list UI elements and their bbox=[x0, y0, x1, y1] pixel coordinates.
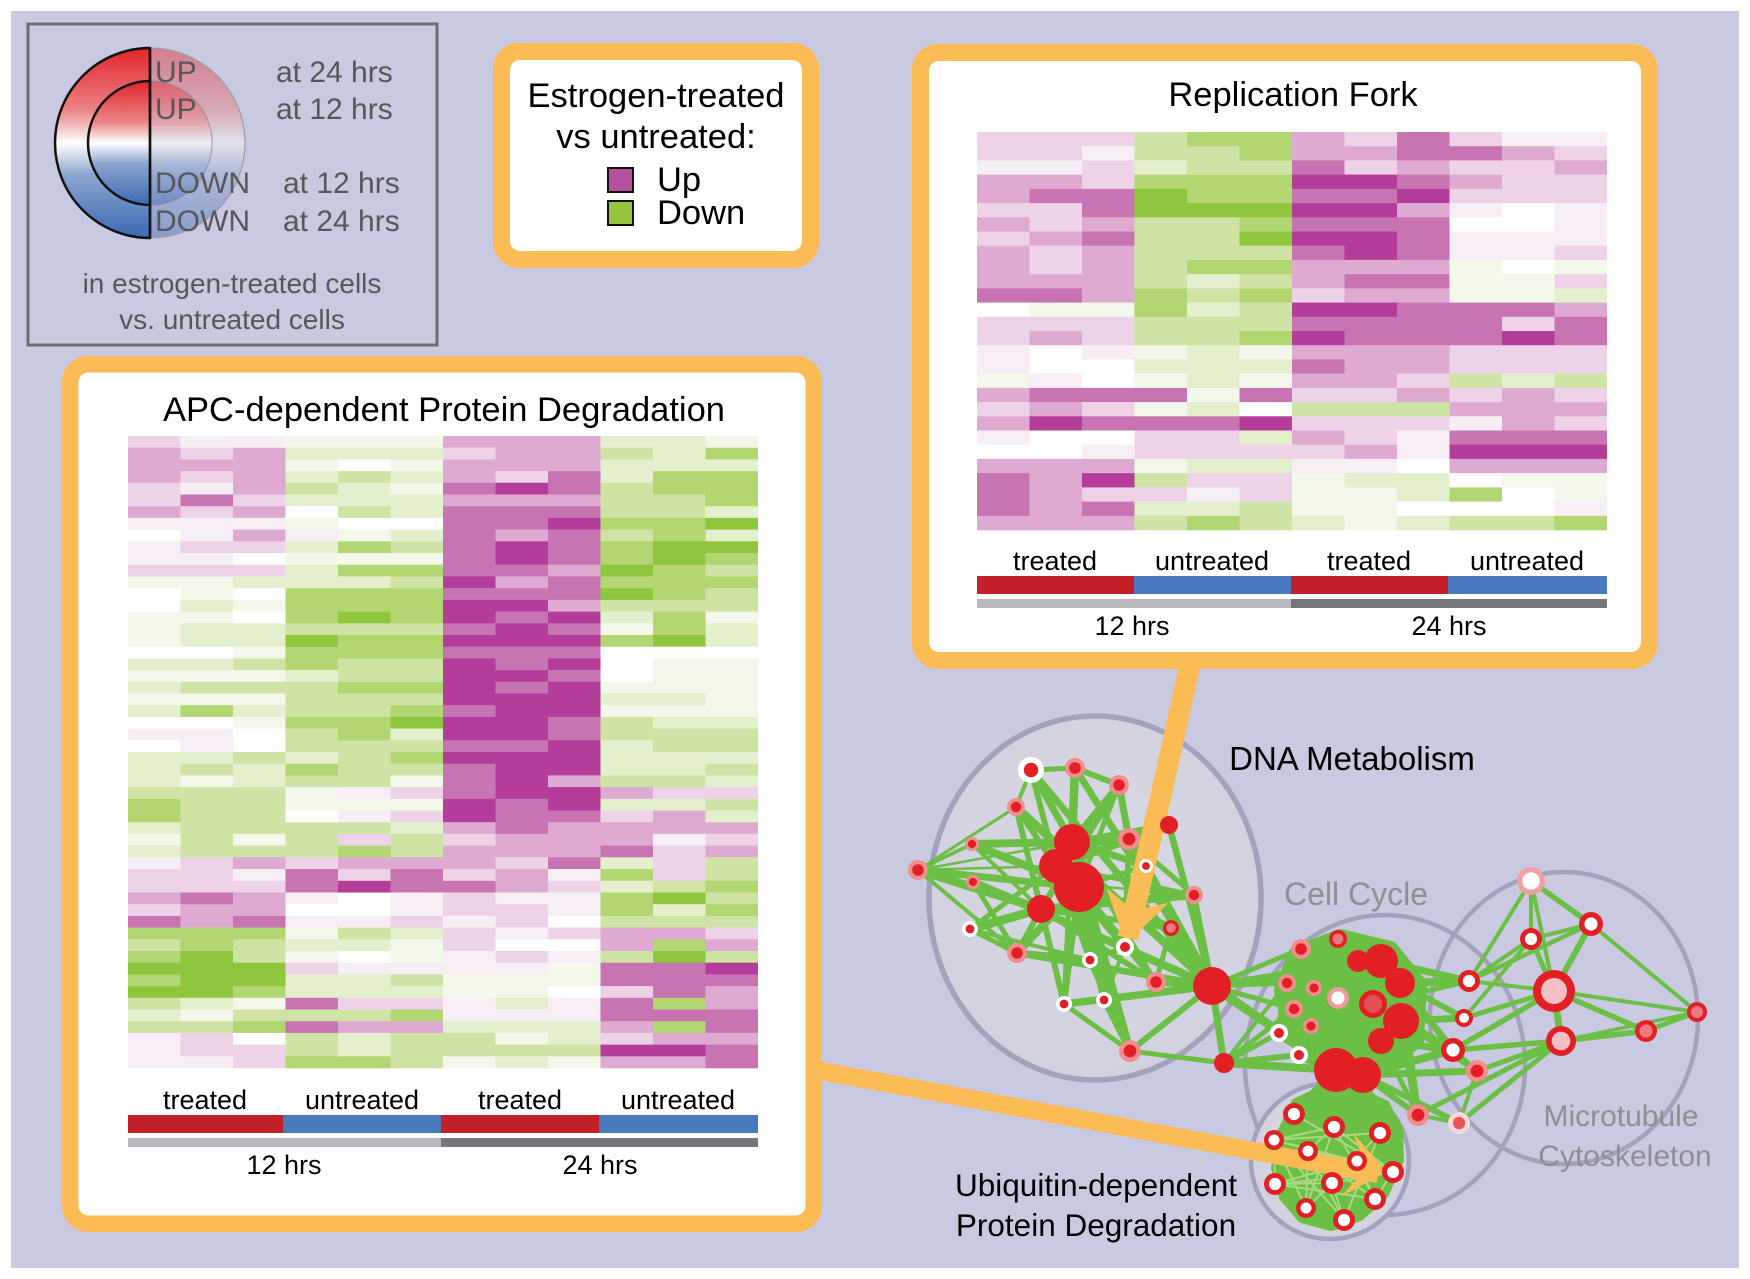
svg-text:untreated: untreated bbox=[305, 1085, 419, 1115]
svg-text:Down: Down bbox=[657, 194, 745, 232]
svg-text:DOWN: DOWN bbox=[155, 205, 250, 238]
svg-text:Estrogen-treated: Estrogen-treated bbox=[528, 77, 785, 115]
svg-text:at 12 hrs: at 12 hrs bbox=[276, 93, 393, 126]
svg-text:untreated: untreated bbox=[1470, 546, 1584, 576]
svg-text:untreated: untreated bbox=[621, 1085, 735, 1115]
svg-text:treated: treated bbox=[163, 1085, 247, 1115]
svg-text:treated: treated bbox=[1013, 546, 1097, 576]
svg-text:Cell Cycle: Cell Cycle bbox=[1284, 876, 1428, 912]
svg-text:Protein Degradation: Protein Degradation bbox=[956, 1207, 1236, 1243]
svg-text:at 24 hrs: at 24 hrs bbox=[276, 56, 393, 89]
svg-text:at 12 hrs: at 12 hrs bbox=[283, 167, 400, 200]
svg-text:Up: Up bbox=[657, 161, 701, 199]
svg-text:vs. untreated cells: vs. untreated cells bbox=[119, 304, 345, 335]
svg-text:24 hrs: 24 hrs bbox=[1411, 611, 1486, 641]
svg-text:UP: UP bbox=[155, 93, 197, 126]
svg-text:in estrogen-treated cells: in estrogen-treated cells bbox=[83, 268, 382, 299]
svg-text:Cytoskeleton: Cytoskeleton bbox=[1538, 1140, 1711, 1173]
svg-text:Replication Fork: Replication Fork bbox=[1168, 76, 1418, 114]
svg-text:DOWN: DOWN bbox=[155, 167, 250, 200]
svg-text:treated: treated bbox=[1327, 546, 1411, 576]
svg-text:at 24 hrs: at 24 hrs bbox=[283, 205, 400, 238]
svg-text:DNA Metabolism: DNA Metabolism bbox=[1229, 740, 1475, 777]
svg-text:APC-dependent Protein Degradat: APC-dependent Protein Degradation bbox=[163, 391, 725, 429]
svg-text:12 hrs: 12 hrs bbox=[246, 1150, 321, 1180]
svg-text:24 hrs: 24 hrs bbox=[562, 1150, 637, 1180]
svg-text:12 hrs: 12 hrs bbox=[1094, 611, 1169, 641]
svg-text:Microtubule: Microtubule bbox=[1543, 1100, 1698, 1133]
svg-text:treated: treated bbox=[478, 1085, 562, 1115]
svg-text:vs untreated:: vs untreated: bbox=[556, 118, 755, 156]
svg-text:untreated: untreated bbox=[1155, 546, 1269, 576]
svg-text:Ubiquitin-dependent: Ubiquitin-dependent bbox=[955, 1167, 1237, 1203]
svg-text:UP: UP bbox=[155, 56, 197, 89]
